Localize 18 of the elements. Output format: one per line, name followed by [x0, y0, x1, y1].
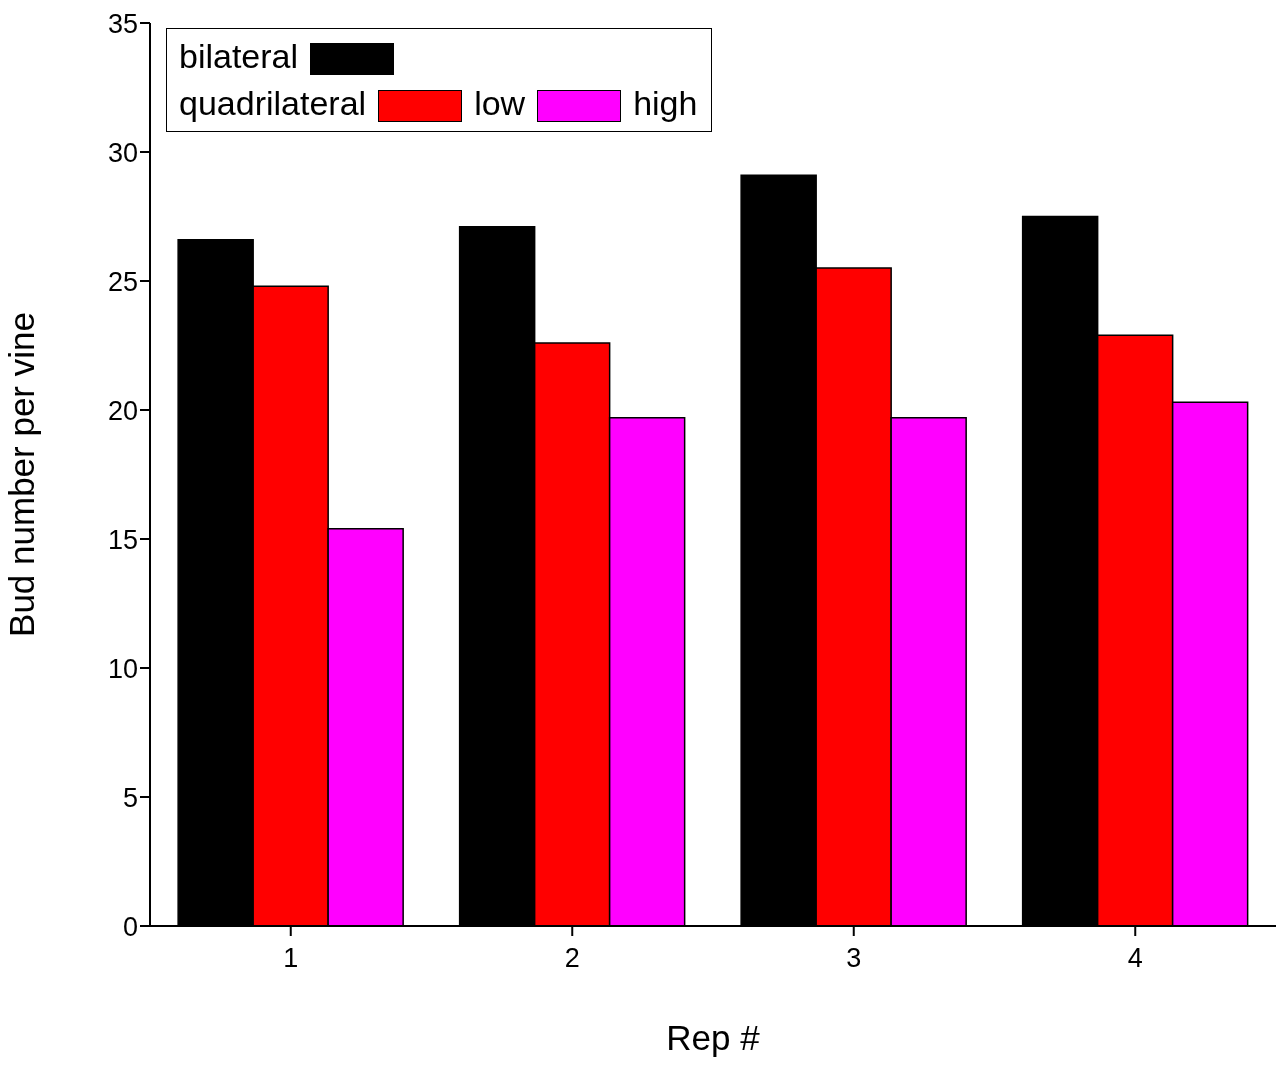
text: bilateral: [179, 37, 299, 75]
x-tick-label: 3: [846, 943, 862, 974]
y-tick-label: 35: [107, 8, 138, 39]
y-tick-label: 20: [107, 395, 138, 426]
x-axis-title: Rep #: [666, 1018, 761, 1057]
y-axis-title: Bud number per vine: [2, 312, 42, 637]
x-tick-label: 4: [1127, 943, 1143, 974]
x-tick-label: 2: [564, 943, 580, 974]
y-tick-label: 0: [122, 911, 138, 942]
y-tick-label: 30: [107, 137, 138, 168]
y-tick-label: 5: [122, 782, 138, 813]
x-tick-label: 1: [283, 943, 299, 974]
legend-label: high: [633, 84, 698, 122]
y-tick-label: 25: [107, 266, 138, 297]
y-tick-label: 15: [107, 524, 138, 555]
y-tick-label: 10: [107, 653, 138, 684]
legend-title: quadrilateral: [179, 84, 367, 122]
legend-label: low: [474, 84, 526, 122]
